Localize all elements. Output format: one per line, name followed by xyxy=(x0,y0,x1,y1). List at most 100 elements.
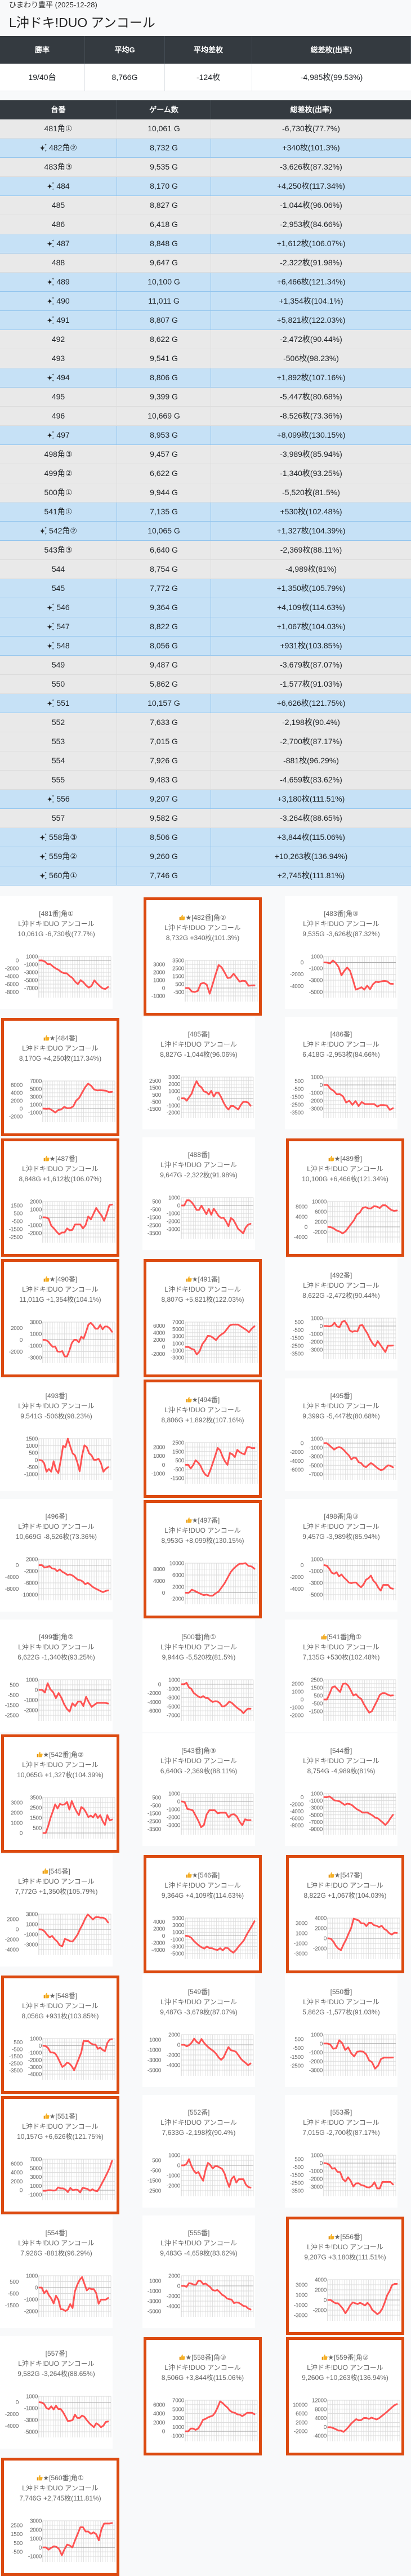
chart-ytick-label: 1000 xyxy=(311,1316,323,1322)
card-title-line: [488番] xyxy=(142,1150,255,1160)
machine-chart-card: ★[556番] L沖ドキ!DUO アンコール 9,207G +3,180枚(111.… xyxy=(286,2217,404,2335)
thumbs-up-icon xyxy=(321,1634,327,1640)
card-stats: 9,260G +10,263枚(136.94%) xyxy=(302,2374,388,2382)
machine-number: 549 xyxy=(51,660,65,669)
total-diff-cell: +530枚(102.48%) xyxy=(211,502,411,522)
chart-series-line xyxy=(38,959,109,990)
header-game-count: ゲーム数 xyxy=(117,100,211,121)
chart-ytick-label: -2000 xyxy=(9,1349,23,1355)
chart-ytick-label: -1000 xyxy=(151,994,166,1000)
chart-ytick-label: 3000 xyxy=(11,1800,23,1807)
card-model-name: L沖ドキ!DUO アンコール xyxy=(22,2484,99,2492)
card-machine-label: [491番] xyxy=(198,1275,220,1283)
chart-ytick-label: -1500 xyxy=(309,1709,323,1715)
machine-number-cell: 548 xyxy=(0,637,117,656)
chart-ytick-label: 2000 xyxy=(153,2420,166,2426)
chart-ytick-label: -2000 xyxy=(24,1708,38,1714)
total-diff-cell: +10,263枚(136.94%) xyxy=(211,847,411,866)
total-diff-cell: -6,730枚(77.7%) xyxy=(211,119,411,139)
chart-series-line xyxy=(181,1800,252,1828)
line-chart: 7000 6000 5000 4000 3000 2000 1000 0 -1000 xyxy=(153,2398,258,2441)
chart-ytick-label: -500 xyxy=(27,1465,38,1471)
chart-ytick-label: 2000 xyxy=(153,1444,166,1451)
star-icon: ★ xyxy=(49,1034,56,1042)
chart-ytick-label: 2500 xyxy=(149,1078,162,1084)
chart-ytick-label: -6000 xyxy=(24,1581,38,1587)
game-count-cell: 9,260 G xyxy=(117,847,211,866)
chart-ytick-label: 0 xyxy=(301,1563,304,1569)
chart-ytick-label: 3000 xyxy=(30,1095,42,1101)
machine-number-cell: 549 xyxy=(0,656,117,675)
card-title: ★[491番] L沖ドキ!DUO アンコール 8,807G +5,821枚(122.… xyxy=(146,1274,259,1305)
machine-row: 558角③ 8,506 G +3,844枚(115.06%) xyxy=(0,828,411,847)
sparkle-small-star xyxy=(52,430,55,434)
card-title: ★[560番]角① L沖ドキ!DUO アンコール 7,746G +2,745枚(11… xyxy=(4,2473,117,2503)
chart-ytick-label: -1500 xyxy=(290,2173,304,2179)
chart-ytick-label: -3000 xyxy=(24,970,38,976)
machine-number: 550 xyxy=(51,679,65,688)
thumb-cuff xyxy=(43,1158,45,1162)
chart-ytick-label: -500 xyxy=(150,1100,162,1106)
chart-ytick-label: 0 xyxy=(39,1215,42,1221)
card-machine-label: [551番] xyxy=(55,2112,78,2120)
chart-ytick-label: -1500 xyxy=(148,2178,162,2185)
machine-number-cell: 558角③ xyxy=(0,828,117,847)
card-model-name: L沖ドキ!DUO アンコール xyxy=(303,920,379,928)
machine-chart-card: ★[484番] L沖ドキ!DUO アンコール 8,170G +4,250枚(117.… xyxy=(1,1018,119,1136)
chart-ytick-label: 500 xyxy=(294,2036,304,2043)
card-machine-label: [485番] xyxy=(187,1030,210,1038)
line-chart: 1000 0 -1000 -2000 -3000 -4000 -5000 xyxy=(5,2394,111,2437)
card-title-line: [549番] xyxy=(142,1987,255,1997)
machine-row: 548 8,056 G +931枚(103.85%) xyxy=(0,637,411,656)
card-stats: 7,746G +2,745枚(111.81%) xyxy=(19,2494,101,2502)
machine-number-cell: 482角② xyxy=(0,139,117,158)
machine-number: 559角② xyxy=(49,852,77,861)
card-title: ★[489番] L沖ドキ!DUO アンコール 10,100G +6,466枚(121… xyxy=(289,1154,401,1184)
total-diff-cell: -5,447枚(80.68%) xyxy=(211,388,411,407)
chart-ytick-label: 1000 xyxy=(30,1102,42,1109)
chart-ytick-label: 4000 xyxy=(315,1916,327,1922)
chart-ytick-label: 0 xyxy=(16,2400,19,2406)
sparkle-large-star xyxy=(39,834,46,840)
chart-ytick-label: 4000 xyxy=(153,1330,166,1336)
machine-number: 543角③ xyxy=(44,545,73,554)
card-machine-label: [500番]角① xyxy=(181,1633,216,1641)
game-count-cell: 8,827 G xyxy=(117,196,211,215)
thumbs-up-icon xyxy=(186,1517,192,1523)
thumb-cuff xyxy=(43,2115,45,2119)
game-count-cell: 8,806 G xyxy=(117,368,211,388)
card-machine-label: [559番]角② xyxy=(334,2353,369,2361)
chart-ytick-label: -3500 xyxy=(290,1351,304,1358)
chart-ytick-label: -5000 xyxy=(24,2430,38,2436)
chart-ytick-label: -3000 xyxy=(309,1347,323,1354)
machine-number: 491 xyxy=(56,315,70,324)
chart-ytick-label: 1000 xyxy=(30,2183,42,2190)
chart-ytick-label: 6000 xyxy=(172,1573,185,1579)
chart-ytick-label: 7000 xyxy=(172,1320,185,1326)
game-count-cell: 8,754 G xyxy=(117,560,211,579)
chart-ytick-label: 0 xyxy=(162,986,166,992)
game-count-cell: 7,633 G xyxy=(117,713,211,732)
game-count-cell: 9,944 G xyxy=(117,483,211,502)
chart-ytick-label: 1500 xyxy=(172,1449,185,1455)
sparkle-icon xyxy=(47,277,55,286)
thumb-hand xyxy=(181,914,186,920)
sparkle-small-star xyxy=(44,143,47,146)
thumb-cuff xyxy=(186,1278,187,1282)
line-chart: 2000 1500 1000 500 0 -500 -1000 -1500 -2000 -2500 xyxy=(9,1199,115,1243)
card-stats: 9,207G +3,180枚(111.51%) xyxy=(304,2253,386,2261)
chart-ytick-label: 0 xyxy=(301,960,304,966)
card-machine-label: [488番] xyxy=(187,1151,210,1159)
chart-ytick-label: 3000 xyxy=(26,1912,38,1918)
card-title-line: [486番] xyxy=(285,1029,397,1039)
chart-ytick-label: 500 xyxy=(152,1092,162,1098)
card-title-line: ★[497番] xyxy=(146,1515,259,1525)
machine-number-cell: 489 xyxy=(0,273,117,292)
machine-number-cell: 541角① xyxy=(0,502,117,522)
sparkle-small-star xyxy=(52,322,55,324)
card-title: [545番] L沖ドキ!DUO アンコール 7,772G +1,350枚(105.7… xyxy=(0,1866,113,1897)
machine-row: 556 9,207 G +3,180枚(111.51%) xyxy=(0,790,411,809)
chart-ytick-label: -1500 xyxy=(171,1476,185,1482)
chart-ytick-label: -3000 xyxy=(171,1355,185,1362)
chart-ytick-label: 2500 xyxy=(172,966,185,972)
